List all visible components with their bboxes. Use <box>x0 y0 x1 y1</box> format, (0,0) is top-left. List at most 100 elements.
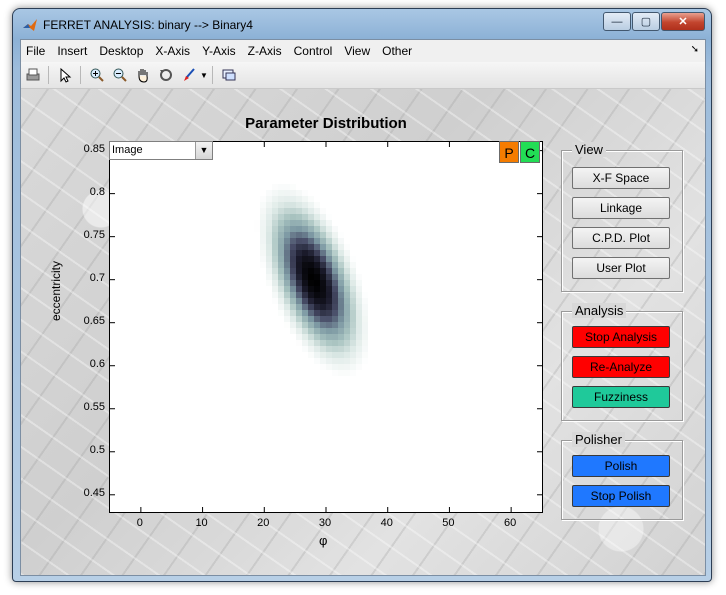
pan-hand-icon[interactable] <box>132 64 154 86</box>
xf-space-button[interactable]: X-F Space <box>572 167 670 189</box>
zoom-in-icon[interactable] <box>86 64 108 86</box>
zoom-out-icon[interactable] <box>109 64 131 86</box>
heatmap-cell <box>266 244 272 250</box>
heatmap-cell <box>350 334 356 340</box>
heatmap-cell <box>272 220 278 226</box>
heatmap-cell <box>338 298 344 304</box>
heatmap-cell <box>326 268 332 274</box>
heatmap-cell <box>326 226 332 232</box>
y-tick-label: 0.6 <box>89 357 105 370</box>
heatmap-cell <box>338 334 344 340</box>
polish-button[interactable]: Polish <box>572 455 670 477</box>
minimize-button[interactable]: — <box>603 12 631 31</box>
heatmap-cell <box>290 190 296 196</box>
dock-arrow-icon[interactable]: ➘ <box>690 44 699 55</box>
plot-type-dropdown[interactable]: Image ▼ <box>109 141 213 160</box>
re-analyze-button[interactable]: Re-Analyze <box>572 356 670 378</box>
menu-other[interactable]: Other <box>382 44 413 58</box>
heatmap-cell <box>314 280 320 286</box>
heatmap-cell <box>308 328 314 334</box>
heatmap-cell <box>332 292 338 298</box>
heatmap-cell <box>302 340 308 346</box>
print-icon[interactable] <box>22 64 44 86</box>
heatmap-cell <box>272 286 278 292</box>
heatmap-cell <box>332 226 338 232</box>
heatmap-cell <box>326 316 332 322</box>
heatmap-cell <box>320 328 326 334</box>
heatmap-cell <box>332 286 338 292</box>
heatmap-cell <box>266 202 272 208</box>
user-plot-button[interactable]: User Plot <box>572 257 670 279</box>
heatmap-cell <box>320 310 326 316</box>
heatmap-cell <box>320 262 326 268</box>
heatmap-cell <box>338 262 344 268</box>
cpd-plot-button[interactable]: C.P.D. Plot <box>572 227 670 249</box>
menu-z-axis[interactable]: Z-Axis <box>247 44 282 58</box>
c-button[interactable]: C <box>520 141 540 163</box>
maximize-button[interactable]: ▢ <box>632 12 660 31</box>
menu-control[interactable]: Control <box>293 44 333 58</box>
heatmap-cell <box>332 268 338 274</box>
heatmap-cell <box>338 244 344 250</box>
brush-dropdown-icon[interactable]: ▼ <box>200 70 208 80</box>
fuzziness-button[interactable]: Fuzziness <box>572 386 670 408</box>
close-button[interactable]: ✕ <box>661 12 705 31</box>
stop-analysis-button[interactable]: Stop Analysis <box>572 326 670 348</box>
heatmap-cell <box>356 322 362 328</box>
menu-view[interactable]: View <box>344 44 371 58</box>
heatmap-cell <box>284 262 290 268</box>
data-cursor-brush-icon[interactable] <box>178 64 200 86</box>
pointer-arrow-icon[interactable] <box>54 64 76 86</box>
heatmap-cell <box>344 280 350 286</box>
heatmap-cell <box>332 322 338 328</box>
heatmap-cell <box>272 262 278 268</box>
x-tick-label: 40 <box>380 517 393 529</box>
stop-analysis-label: Stop Analysis <box>584 330 658 344</box>
heatmap-cell <box>272 226 278 232</box>
menu-desktop[interactable]: Desktop <box>99 44 144 58</box>
menu-file[interactable]: File <box>26 44 46 58</box>
menu-x-axis[interactable]: X-Axis <box>155 44 191 58</box>
chevron-down-icon[interactable]: ▼ <box>195 142 212 159</box>
heatmap-cell <box>284 208 290 214</box>
p-button[interactable]: P <box>499 141 519 163</box>
link-plot-icon[interactable] <box>218 64 240 86</box>
heatmap-cell <box>362 292 368 298</box>
plot-axes[interactable] <box>109 141 543 513</box>
heatmap-cell <box>296 316 302 322</box>
matlab-logo-icon <box>22 17 38 33</box>
heatmap-cell <box>284 280 290 286</box>
heatmap-cell <box>356 334 362 340</box>
title-bar[interactable]: FERRET ANALYSIS: binary --> Binary4 — ▢ … <box>13 9 711 39</box>
menu-insert[interactable]: Insert <box>57 44 88 58</box>
heatmap-cell <box>266 256 272 262</box>
heatmap-cell <box>296 340 302 346</box>
heatmap-cell <box>338 370 344 376</box>
heatmap-cell <box>332 304 338 310</box>
heatmap-cell <box>296 310 302 316</box>
heatmap-cell <box>272 256 278 262</box>
heatmap-cell <box>338 268 344 274</box>
heatmap-cell <box>344 304 350 310</box>
linkage-button[interactable]: Linkage <box>572 197 670 219</box>
minimize-icon: — <box>611 15 623 28</box>
heatmap-cell <box>290 310 296 316</box>
heatmap-cell <box>302 286 308 292</box>
heatmap-cell <box>290 292 296 298</box>
rotate-3d-icon[interactable] <box>155 64 177 86</box>
heatmap-cell <box>302 274 308 280</box>
heatmap-cell <box>308 346 314 352</box>
y-axis-label: eccentricity <box>49 260 63 321</box>
heatmap-cell <box>344 346 350 352</box>
cpd-plot-label: C.P.D. Plot <box>592 231 650 245</box>
heatmap-cell <box>326 232 332 238</box>
heatmap-cell <box>296 328 302 334</box>
heatmap-cell <box>308 352 314 358</box>
heatmap-cell <box>266 208 272 214</box>
stop-polish-button[interactable]: Stop Polish <box>572 485 670 507</box>
heatmap-cell <box>284 274 290 280</box>
menu-y-axis[interactable]: Y-Axis <box>202 44 236 58</box>
heatmap-cell <box>314 316 320 322</box>
heatmap-cell <box>314 274 320 280</box>
heatmap-cell <box>338 256 344 262</box>
